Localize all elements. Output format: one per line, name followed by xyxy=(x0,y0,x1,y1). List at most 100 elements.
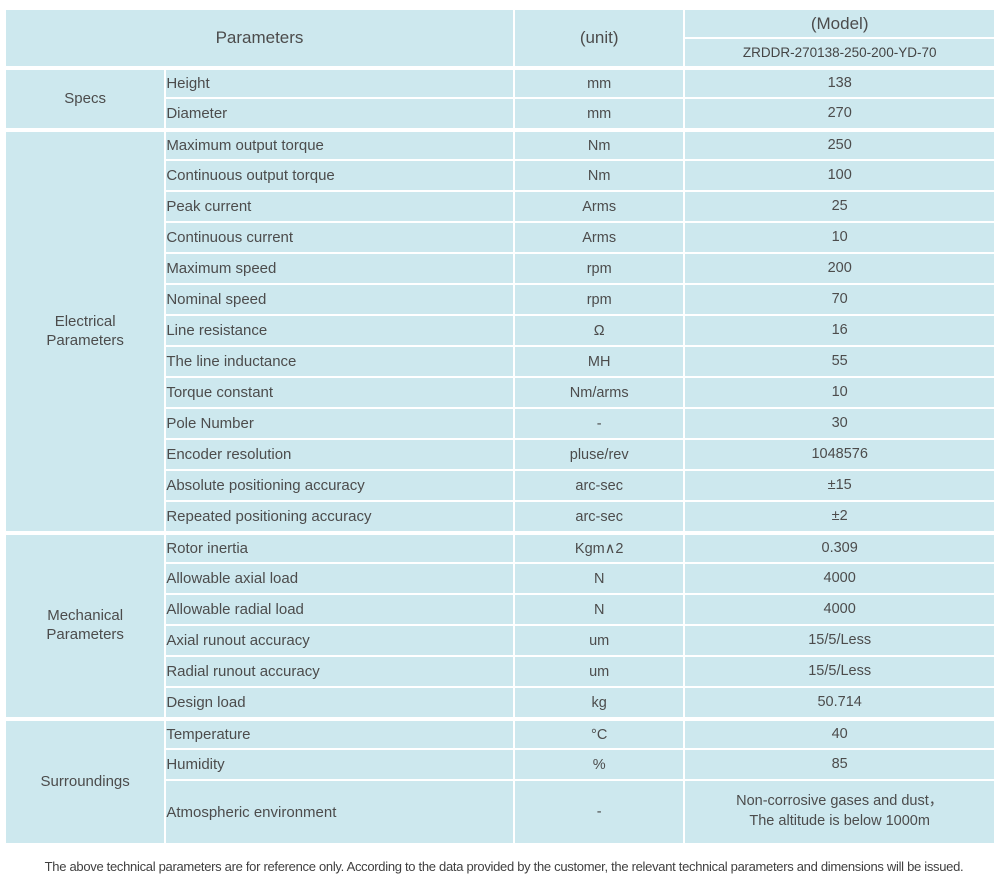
parameter-cell: The line inductance xyxy=(166,347,514,376)
unit-cell: - xyxy=(515,781,684,843)
parameter-cell: Continuous output torque xyxy=(166,161,514,190)
spec-table-header: Parameters (unit) (Model) ZRDDR-270138-2… xyxy=(6,10,994,66)
table-row: Electrical Parameters Maximum output torq… xyxy=(6,130,994,531)
unit-cell: Kgm∧2 xyxy=(515,533,684,562)
table-row: Mechanical Parameters Rotor inertia Kgm∧2 0… xyxy=(6,533,994,717)
value-cell: ±15 xyxy=(685,471,994,500)
parameter-cell: Humidity xyxy=(166,750,514,779)
value-cell: 15/5/Less xyxy=(685,657,994,686)
value-cell: Non-corrosive gases and dust， The altitu… xyxy=(685,781,994,843)
unit-cell: - xyxy=(515,409,684,438)
table-row: Continuous output torque Nm 100 xyxy=(6,161,994,190)
value-cell: 85 xyxy=(685,750,994,779)
unit-cell: Arms xyxy=(515,223,684,252)
table-row: Torque constant Nm/arms 10 xyxy=(6,378,994,407)
table-row: Radial runout accuracy um 15/5/Less xyxy=(6,657,994,686)
parameter-cell: Encoder resolution xyxy=(166,440,514,469)
parameter-cell: Design load xyxy=(166,688,514,717)
group-cell: Specs xyxy=(6,68,165,128)
value-cell: 10 xyxy=(685,378,994,407)
unit-cell: mm xyxy=(515,99,684,128)
unit-cell: Nm/arms xyxy=(515,378,684,407)
unit-cell: um xyxy=(515,657,684,686)
table-row: Diameter mm 270 xyxy=(6,99,994,128)
parameter-cell: Atmospheric environment xyxy=(166,781,514,843)
unit-cell: mm xyxy=(515,68,684,97)
unit-cell: pluse/rev xyxy=(515,440,684,469)
parameter-cell: Repeated positioning accuracy xyxy=(166,502,514,531)
model-number: ZRDDR-270138-250-200-YD-70 xyxy=(685,39,994,66)
parameter-cell: Temperature xyxy=(166,719,514,748)
table-row: Allowable axial load N 4000 xyxy=(6,564,994,593)
unit-cell: arc-sec xyxy=(515,502,684,531)
value-cell: 0.309 xyxy=(685,533,994,562)
unit-header: (unit) xyxy=(515,10,684,66)
value-cell: 70 xyxy=(685,285,994,314)
table-row: Humidity% 85 xyxy=(6,750,994,779)
header-row-2: ZRDDR-270138-250-200-YD-70 xyxy=(6,39,994,66)
unit-cell: Arms xyxy=(515,192,684,221)
value-cell: 55 xyxy=(685,347,994,376)
value-cell: 50.714 xyxy=(685,688,994,717)
parameter-cell: Absolute positioning accuracy xyxy=(166,471,514,500)
table-row: Design load kg 50.714 xyxy=(6,688,994,717)
spec-table: Parameters (unit) (Model) ZRDDR-270138-2… xyxy=(4,8,996,845)
header-row-1: Parameters (unit) (Model) xyxy=(6,10,994,66)
table-row: Nominal speed rpm 70 xyxy=(6,285,994,314)
value-cell: 30 xyxy=(685,409,994,438)
parameter-cell: Maximum output torque xyxy=(166,130,514,159)
table-row: Absolute positioning accuracy arc-sec ±15 xyxy=(6,471,994,500)
table-row: The line inductance MH 55 xyxy=(6,347,994,376)
parameter-cell: Diameter xyxy=(166,99,514,128)
model-header: (Model) xyxy=(685,10,994,37)
parameter-cell: Maximum speed xyxy=(166,254,514,283)
value-cell: 15/5/Less xyxy=(685,626,994,655)
parameter-cell: Allowable axial load xyxy=(166,564,514,593)
unit-cell: N xyxy=(515,595,684,624)
parameter-cell: Continuous current xyxy=(166,223,514,252)
value-cell: 270 xyxy=(685,99,994,128)
parameter-cell: Axial runout accuracy xyxy=(166,626,514,655)
table-row: Repeated positioning accuracy arc-sec ±2 xyxy=(6,502,994,531)
unit-cell: MH xyxy=(515,347,684,376)
parameter-cell: Nominal speed xyxy=(166,285,514,314)
table-row: Allowable radial load N 4000 xyxy=(6,595,994,624)
table-row: Maximum speed rpm 200 xyxy=(6,254,994,283)
value-cell: 10 xyxy=(685,223,994,252)
spec-table-body: Specs Height mm 138 Diameter mm 270 Electrical … xyxy=(6,68,994,843)
value-cell: 25 xyxy=(685,192,994,221)
parameter-cell: Rotor inertia xyxy=(166,533,514,562)
table-row: Pole Number -30 xyxy=(6,409,994,438)
table-row: Line resistance Ω 16 xyxy=(6,316,994,345)
table-row: Surroundings Temperature °C 40 xyxy=(6,719,994,843)
unit-cell: Nm xyxy=(515,130,684,159)
group-cell: Electrical Parameters xyxy=(6,130,165,531)
table-row: Axial runout accuracy um 15/5/Less xyxy=(6,626,994,655)
value-cell: 138 xyxy=(685,68,994,97)
unit-cell: °C xyxy=(515,719,684,748)
table-row: Atmospheric environment - Non-corrosive ga… xyxy=(6,781,994,843)
value-cell: 100 xyxy=(685,161,994,190)
parameter-cell: Peak current xyxy=(166,192,514,221)
value-cell: 40 xyxy=(685,719,994,748)
unit-cell: N xyxy=(515,564,684,593)
footer-note: The above technical parameters are for r… xyxy=(44,859,964,874)
value-cell: 16 xyxy=(685,316,994,345)
group-cell: Surroundings xyxy=(6,719,165,843)
unit-cell: arc-sec xyxy=(515,471,684,500)
parameter-cell: Allowable radial load xyxy=(166,595,514,624)
parameter-cell: Pole Number xyxy=(166,409,514,438)
unit-cell: um xyxy=(515,626,684,655)
value-cell: 4000 xyxy=(685,564,994,593)
value-cell: 4000 xyxy=(685,595,994,624)
value-cell: ±2 xyxy=(685,502,994,531)
parameter-cell: Torque constant xyxy=(166,378,514,407)
unit-cell: kg xyxy=(515,688,684,717)
parameter-cell: Line resistance xyxy=(166,316,514,345)
value-cell: 1048576 xyxy=(685,440,994,469)
unit-cell: rpm xyxy=(515,285,684,314)
value-cell: 200 xyxy=(685,254,994,283)
table-row: Encoder resolution pluse/rev 1048576 xyxy=(6,440,994,469)
parameters-header: Parameters xyxy=(6,10,514,66)
